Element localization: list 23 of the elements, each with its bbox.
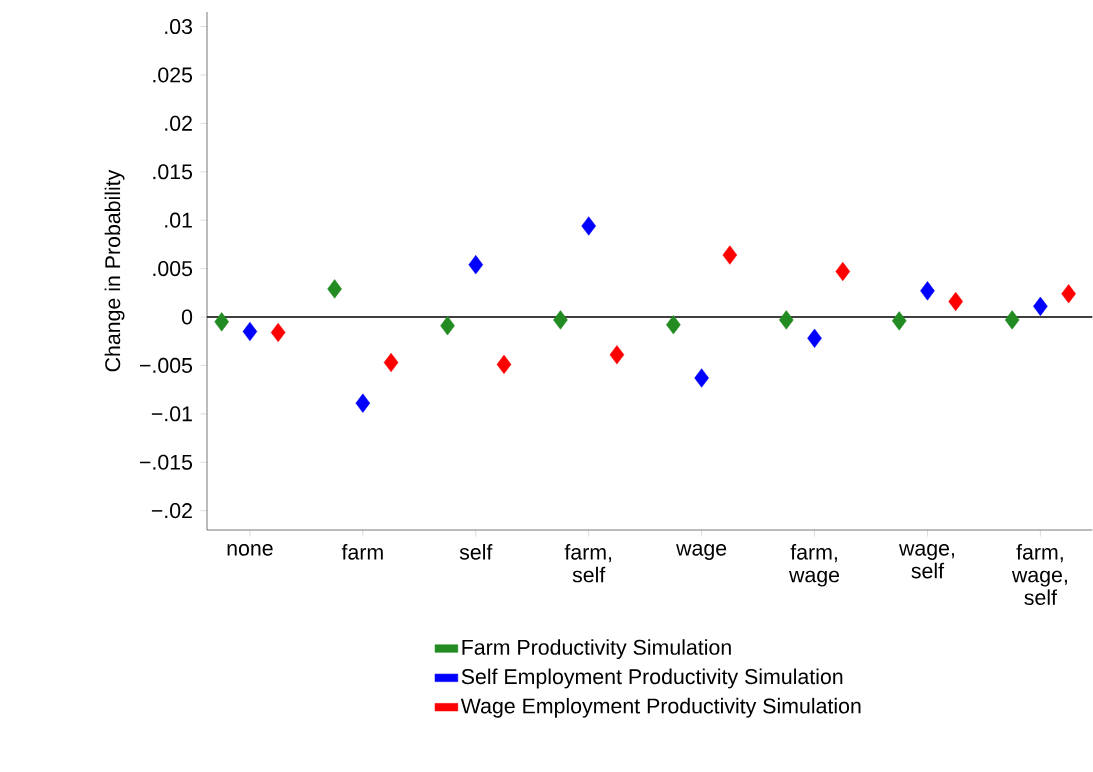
y-tick-label: .025 — [153, 67, 193, 83]
y-tick-label: .01 — [165, 212, 192, 228]
y-tick-label: −.005 — [140, 357, 193, 373]
y-tick-label: −.015 — [140, 454, 193, 470]
x-tick-label: farm, wage, self — [1011, 544, 1067, 606]
x-tick-label: wage, self — [898, 544, 955, 579]
x-tick-label: farm, self — [564, 544, 612, 583]
y-tick-label: .015 — [153, 164, 193, 180]
y-axis-title: Change in Probability — [104, 169, 125, 372]
legend-label: Wage Employment Productivity Simulation — [460, 697, 861, 718]
y-tick-label: −.01 — [151, 406, 192, 422]
y-tick-label: .005 — [153, 261, 193, 277]
legend-label: Farm Productivity Simulation — [462, 639, 731, 660]
y-tick-label: −.02 — [151, 503, 192, 519]
legend-label: Self Employment Productivity Simulation — [461, 668, 843, 689]
y-tick-label: 0 — [181, 309, 193, 325]
x-tick-label: wage — [676, 544, 727, 560]
x-tick-label: farm, wage — [789, 544, 840, 587]
x-tick-label: farm — [341, 544, 383, 560]
x-tick-label: self — [459, 544, 493, 560]
x-tick-label: none — [227, 544, 273, 556]
y-tick-label: .03 — [165, 18, 193, 35]
y-tick-label: .02 — [165, 115, 192, 131]
